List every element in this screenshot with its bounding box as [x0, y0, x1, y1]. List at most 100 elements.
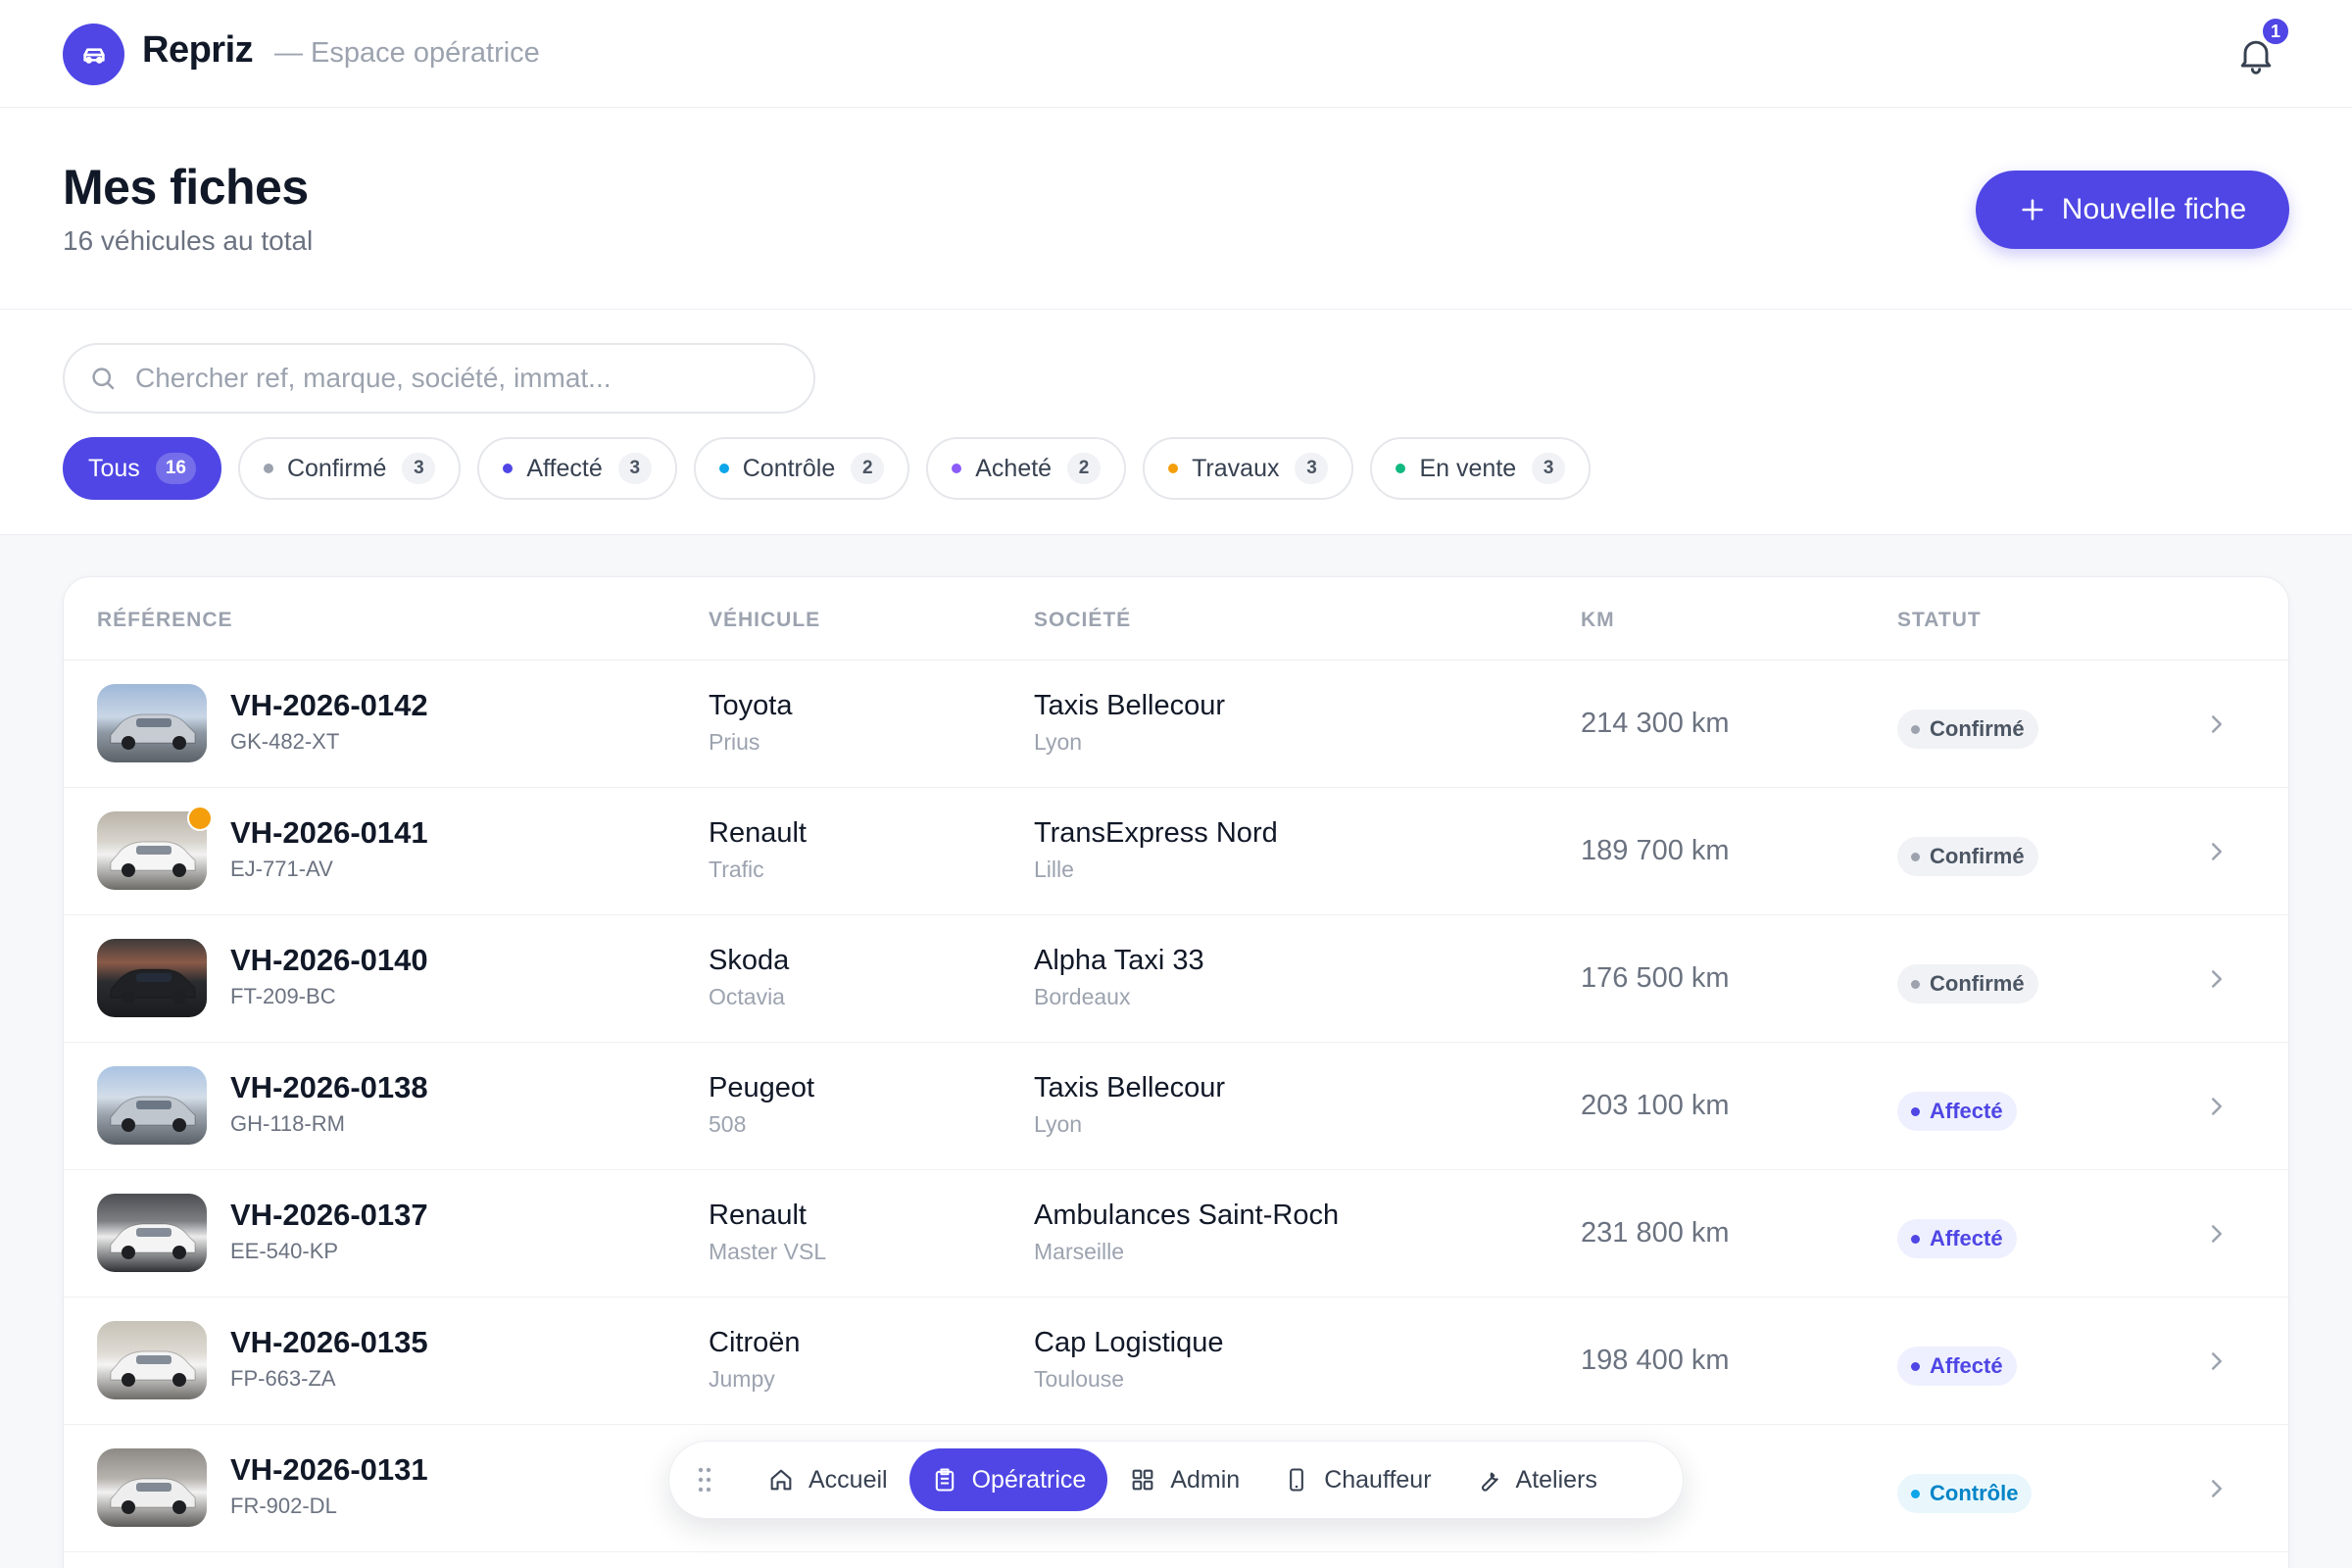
filter-chip[interactable]: Tous 16 — [63, 437, 221, 500]
dock-item-label: Ateliers — [1515, 1465, 1597, 1494]
status-filter-chips: Tous 16 Confirmé 3 Affecté 3 Contrôle 2 Acheté 2 T… — [63, 437, 1592, 500]
photo-count-badge-icon — [187, 806, 213, 831]
company-city: Toulouse — [1034, 1366, 1125, 1392]
company-city: Lille — [1034, 857, 1074, 882]
filter-chip-label: Tous — [88, 454, 140, 482]
status-dot-icon — [1911, 852, 1920, 861]
filter-chip[interactable]: Travaux 3 — [1143, 437, 1354, 500]
filter-chip[interactable]: Acheté 2 — [926, 437, 1127, 500]
record-reference: VH-2026-0137 — [230, 1198, 428, 1232]
status-dot-icon — [1911, 1106, 1920, 1116]
new-record-button[interactable]: Nouvelle fiche — [1976, 171, 2289, 249]
table-row[interactable]: VH-2026-0137 EE-540-KP Renault Master VSL Am… — [64, 1170, 2288, 1298]
filter-chip[interactable]: Confirmé 3 — [237, 437, 462, 500]
license-plate: GK-482-XT — [230, 729, 340, 754]
status-dot-icon — [1911, 979, 1920, 989]
status-badge: Affecté — [1897, 1219, 2017, 1258]
column-header-status: STATUT — [1897, 609, 1982, 631]
filter-chip[interactable]: Contrôle 2 — [693, 437, 910, 500]
status-badge: Contrôle — [1897, 1474, 2033, 1513]
table-row[interactable]: VH-2026-0138 GH-118-RM Peugeot 508 Taxis Bel… — [64, 1043, 2288, 1170]
vehicle-model: Trafic — [709, 857, 764, 882]
dock-item-accueil[interactable]: Accueil — [746, 1448, 909, 1511]
chevron-right-icon[interactable] — [2202, 1347, 2231, 1376]
search-box[interactable] — [63, 343, 815, 414]
mileage: 203 100 km — [1581, 1090, 1730, 1121]
filter-chip-count: 3 — [1532, 453, 1566, 484]
status-label: Affecté — [1930, 1226, 2003, 1250]
status-badge: Confirmé — [1897, 964, 2038, 1004]
column-header-reference: RÉFÉRENCE — [97, 609, 233, 631]
record-reference: VH-2026-0138 — [230, 1070, 428, 1104]
filter-chip-count: 3 — [617, 453, 652, 484]
new-record-label: Nouvelle fiche — [2061, 193, 2247, 225]
vehicle-brand: Peugeot — [709, 1072, 815, 1103]
status-label: Confirmé — [1930, 971, 2025, 996]
chevron-right-icon[interactable] — [2202, 964, 2231, 994]
dock-item-operatrice[interactable]: Opératrice — [908, 1448, 1108, 1511]
vehicle-photo — [97, 806, 213, 890]
filter-chip[interactable]: En vente 3 — [1370, 437, 1592, 500]
company-name: Alpha Taxi 33 — [1034, 945, 1204, 976]
record-reference: VH-2026-0131 — [230, 1452, 428, 1487]
status-dot-icon — [1911, 1234, 1920, 1244]
status-dot-icon — [263, 464, 273, 473]
license-plate: FT-209-BC — [230, 984, 336, 1008]
chevron-right-icon[interactable] — [2202, 1092, 2231, 1121]
status-dot-icon — [1911, 1489, 1920, 1498]
filter-chip-label: Affecté — [526, 454, 603, 482]
vehicle-model: Prius — [709, 729, 760, 755]
chevron-right-icon[interactable] — [2202, 1474, 2231, 1503]
chevron-right-icon[interactable] — [2202, 1219, 2231, 1249]
license-plate: FP-663-ZA — [230, 1366, 336, 1391]
status-label: Affecté — [1930, 1099, 2003, 1123]
record-reference: VH-2026-0135 — [230, 1325, 428, 1359]
dock-item-admin[interactable]: Admin — [1107, 1448, 1261, 1511]
chevron-right-icon[interactable] — [2202, 710, 2231, 739]
filter-chip-label: Contrôle — [742, 454, 836, 482]
app-subtitle: — Espace opératrice — [274, 37, 540, 69]
vehicle-photo — [97, 1448, 207, 1527]
table-row[interactable]: VH-2026-0140 FT-209-BC Skoda Octavia Alpha T… — [64, 915, 2288, 1043]
filters-section: Tous 16 Confirmé 3 Affecté 3 Contrôle 2 Acheté 2 T… — [0, 310, 2352, 535]
status-dot-icon — [1911, 724, 1920, 734]
filter-chip-count: 2 — [851, 453, 885, 484]
search-input[interactable] — [135, 363, 743, 394]
table-row[interactable]: VH-2026-0135 FP-663-ZA Citroën Jumpy Cap Log… — [64, 1298, 2288, 1425]
mileage: 176 500 km — [1581, 962, 1730, 994]
table-row[interactable]: VH-2026-0141 EJ-771-AV Renault Trafic TransE… — [64, 788, 2288, 915]
company-name: Cap Logistique — [1034, 1327, 1224, 1358]
dock-item-label: Accueil — [808, 1465, 888, 1494]
filter-chip-count: 3 — [1295, 453, 1329, 484]
status-dot-icon — [1396, 464, 1406, 473]
company-city: Lyon — [1034, 729, 1083, 755]
filter-chip-label: Travaux — [1192, 454, 1280, 482]
mileage: 189 700 km — [1581, 835, 1730, 866]
vehicle-brand: Skoda — [709, 945, 790, 976]
column-header-vehicle: VÉHICULE — [709, 609, 821, 631]
grid-icon — [1132, 1469, 1153, 1491]
table-row[interactable]: VH-2026-0142 GK-482-XT Toyota Prius Taxis Be… — [64, 661, 2288, 788]
page-title: Mes fiches — [63, 160, 309, 215]
mileage: 231 800 km — [1581, 1217, 1730, 1249]
company-city: Lyon — [1034, 1111, 1083, 1137]
vehicle-model: Jumpy — [709, 1366, 775, 1392]
app-name: Repriz — [142, 29, 254, 71]
chevron-right-icon[interactable] — [2202, 837, 2231, 866]
company-name: Ambulances Saint-Roch — [1034, 1200, 1340, 1231]
company-name: Taxis Bellecour — [1034, 1072, 1226, 1103]
plus-icon — [2022, 199, 2043, 220]
status-dot-icon — [718, 464, 729, 473]
dock-item-ateliers[interactable]: Ateliers — [1453, 1448, 1619, 1511]
notifications-bell-icon[interactable] — [2234, 33, 2278, 76]
filter-chip[interactable]: Affecté 3 — [477, 437, 677, 500]
drag-handle-icon[interactable] — [693, 1460, 716, 1499]
dock-item-chauffeur[interactable]: Chauffeur — [1261, 1448, 1452, 1511]
notifications-count-badge: 1 — [2260, 16, 2291, 47]
vehicle-brand: Renault — [709, 1200, 807, 1231]
license-plate: FR-902-DL — [230, 1494, 337, 1518]
car-logo-icon[interactable] — [63, 24, 124, 85]
record-reference: VH-2026-0142 — [230, 688, 428, 722]
filter-chip-count: 3 — [402, 453, 436, 484]
